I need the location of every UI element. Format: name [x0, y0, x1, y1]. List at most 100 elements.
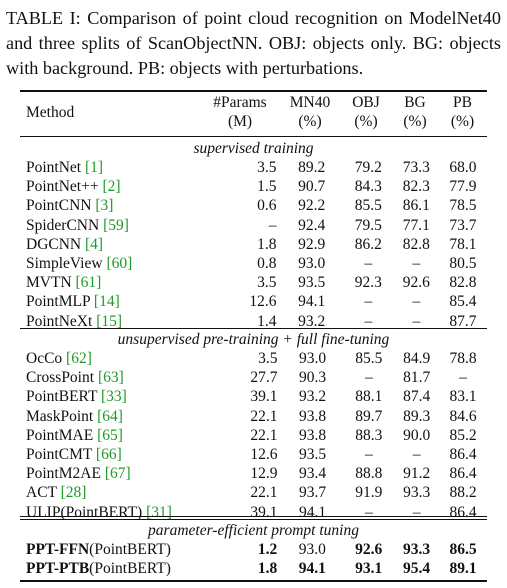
table-row: ACT [28] 22.1 93.7 91.9 93.3 88.2: [20, 483, 487, 502]
mn40-cell: 93.2: [298, 388, 327, 406]
method-backbone: (PointBERT): [89, 560, 171, 578]
bg-cell: –: [412, 293, 421, 311]
section-title-supervised: supervised training: [193, 140, 314, 157]
citation-link[interactable]: [33]: [101, 388, 127, 406]
obj-cell: 92.6: [355, 541, 383, 558]
params-cell: 22.1: [250, 426, 278, 444]
section-double-rule: [20, 519, 487, 520]
bg-cell: 93.3: [403, 541, 431, 558]
table-row: OcCo [62] 3.5 93.0 85.5 84.9 78.8: [20, 349, 487, 368]
params-cell: 0.8: [257, 255, 277, 273]
table-row: SimpleView [60] 0.8 93.0 – – 80.5: [20, 254, 487, 273]
mn40-cell: 93.4: [298, 465, 327, 483]
header-obj: OBJ: [352, 94, 380, 111]
pb-cell: 84.6: [449, 407, 477, 425]
bottom-rule: [20, 580, 487, 582]
method-name: MVTN: [26, 274, 72, 292]
table-row: SpiderCNN [59] – 92.4 79.5 77.1 73.7: [20, 216, 487, 235]
citation-link[interactable]: [59]: [103, 216, 129, 234]
bg-cell: 95.4: [403, 560, 431, 578]
citation-link[interactable]: [60]: [106, 255, 133, 273]
table-row: PointCNN [3] 0.6 92.2 85.5 86.1 78.5: [20, 196, 487, 215]
obj-cell: –: [364, 312, 373, 330]
citation-link[interactable]: [64]: [97, 407, 123, 425]
citation-link[interactable]: [63]: [97, 369, 124, 387]
citation-link[interactable]: [67]: [104, 465, 131, 483]
citation-link[interactable]: [15]: [96, 312, 123, 330]
pb-cell: 89.1: [449, 560, 477, 578]
params-cell: 3.5: [257, 159, 277, 176]
pb-cell: 86.4: [449, 446, 477, 464]
mn40-cell: 92.4: [298, 216, 326, 234]
mn40-cell: 93.8: [298, 426, 327, 444]
method-name: PPT-PTB: [26, 560, 90, 578]
method-name: SpiderCNN: [26, 216, 100, 234]
citation-link[interactable]: [28]: [60, 484, 87, 502]
bg-cell: –: [412, 446, 421, 464]
bg-cell: 92.6: [402, 274, 430, 292]
citation-link[interactable]: [62]: [66, 350, 92, 367]
table-body-prompt-tuning: PPT-FFN(PointBERT) 1.2 93.0 92.6 93.3 86.5 PP…: [20, 540, 487, 578]
citation-link[interactable]: [14]: [93, 293, 120, 311]
section-title-unsupervised: unsupervised pre-training + full fine-tu…: [117, 331, 390, 348]
mn40-cell: 92.9: [298, 235, 326, 253]
bg-cell: 73.3: [402, 159, 430, 176]
citation-link[interactable]: [3]: [95, 197, 114, 215]
params-cell: 1.8: [257, 560, 278, 578]
table-row: CrossPoint [63] 27.7 90.3 – 81.7 –: [20, 368, 487, 387]
table-row: PointM2AE [67] 12.9 93.4 88.8 91.2 86.4: [20, 464, 487, 483]
bg-cell: 91.2: [403, 465, 431, 483]
header-params: #Params: [213, 94, 267, 111]
method-name: PointNet++: [26, 178, 99, 196]
obj-cell: –: [364, 255, 373, 273]
citation-link[interactable]: [2]: [102, 178, 121, 196]
obj-cell: 88.1: [355, 388, 383, 406]
method-name: ACT: [26, 484, 57, 502]
bg-cell: –: [412, 503, 421, 521]
bg-cell: 82.8: [402, 235, 430, 253]
mn40-cell: 94.1: [298, 560, 326, 578]
pb-cell: 68.0: [449, 159, 477, 176]
obj-cell: 79.5: [354, 216, 382, 234]
table-row: MaskPoint [64] 22.1 93.8 89.7 89.3 84.6: [20, 407, 487, 426]
params-cell: 12.9: [250, 465, 278, 483]
table-row: PPT-FFN(PointBERT) 1.2 93.0 92.6 93.3 86.5: [20, 540, 487, 559]
obj-cell: 91.9: [355, 484, 383, 502]
pb-cell: 86.4: [449, 465, 477, 483]
pb-cell: 85.2: [449, 426, 477, 444]
header-bg-unit: (%): [403, 113, 427, 130]
method-name: PointNeXt: [26, 312, 93, 330]
header-mn40-unit: (%): [298, 113, 322, 130]
obj-cell: 84.3: [354, 178, 382, 196]
citation-link[interactable]: [4]: [85, 235, 104, 253]
obj-cell: 92.3: [354, 274, 382, 292]
pb-cell: 78.5: [449, 197, 477, 215]
method-name: PointCNN: [26, 197, 92, 215]
obj-cell: 88.3: [355, 426, 383, 444]
bg-cell: 86.1: [402, 197, 430, 215]
obj-cell: –: [364, 446, 373, 464]
obj-cell: 86.2: [354, 235, 382, 253]
header-bg: BG: [404, 94, 426, 111]
obj-cell: –: [364, 503, 373, 521]
obj-cell: 89.7: [355, 407, 383, 425]
mn40-cell: 93.7: [298, 484, 327, 502]
obj-cell: 85.5: [355, 350, 383, 367]
citation-link[interactable]: [65]: [97, 426, 123, 444]
mn40-cell: 93.2: [298, 312, 326, 330]
mn40-cell: 93.0: [298, 255, 326, 273]
params-cell: 39.1: [250, 388, 278, 406]
obj-cell: 93.1: [355, 560, 383, 578]
mn40-cell: 89.2: [298, 159, 326, 176]
pb-cell: 86.5: [449, 541, 477, 558]
obj-cell: 79.2: [354, 159, 382, 176]
table-caption: TABLE I: Comparison of point cloud recog…: [6, 8, 501, 78]
params-cell: 3.5: [258, 350, 278, 367]
table-row: PointNet [1] 3.5 89.2 79.2 73.3 68.0: [20, 158, 487, 177]
citation-link[interactable]: [1]: [85, 159, 104, 176]
mn40-cell: 92.2: [298, 197, 326, 215]
mn40-cell: 93.0: [298, 350, 327, 367]
mn40-cell: 93.5: [298, 274, 326, 292]
citation-link[interactable]: [61]: [75, 274, 102, 292]
citation-link[interactable]: [66]: [95, 446, 122, 464]
